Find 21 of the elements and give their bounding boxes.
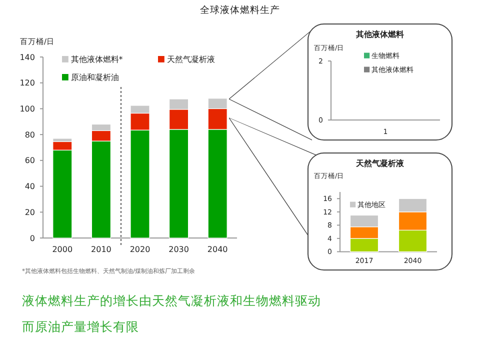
x-tick-label: 2030 xyxy=(168,245,189,254)
x-tick-label: 2040 xyxy=(207,245,228,254)
y-tick-label: 100 xyxy=(20,104,35,114)
chart-title: 其他液体燃料 xyxy=(355,30,404,39)
x-tick-label: 2000 xyxy=(52,245,73,254)
legend-label: 原油和凝析油 xyxy=(70,73,119,82)
legend-label: 其他液体燃料* xyxy=(70,55,123,64)
y-tick-label: 0 xyxy=(30,234,35,243)
text: 而原油产量增长有限 xyxy=(22,319,139,334)
chart-title: 全球液体燃料生产 xyxy=(200,4,280,16)
y-tick-label: 80 xyxy=(24,130,35,140)
legend-label: 天然气凝析液 xyxy=(166,55,215,64)
x-tick-label: 2010 xyxy=(91,245,112,254)
y-tick-label: 40 xyxy=(24,182,35,192)
x-tick-label: 2020 xyxy=(130,245,150,254)
y-tick-label: 60 xyxy=(24,156,35,166)
y-tick-label: 120 xyxy=(20,78,35,88)
y-tick-label: 140 xyxy=(20,52,35,62)
chart-title: 天然气凝析液 xyxy=(355,159,405,168)
text: 液体燃料生产的增长由天然气凝析液和生物燃料驱动 xyxy=(22,293,321,308)
y-tick-label: 20 xyxy=(24,208,35,217)
